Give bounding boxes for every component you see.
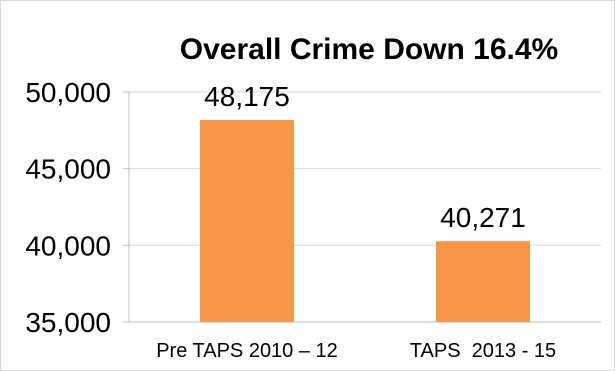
labels: 35,000 40,000 45,000 50,000 48,175 Pre TAPS 2… — [25, 77, 556, 362]
y-tick-label: 40,000 — [25, 230, 111, 261]
y-tick-label: 45,000 — [25, 154, 111, 185]
x-tick-label: Pre TAPS 2010 – 12 — [156, 340, 338, 362]
chart-title: Overall Crime Down 16.4% — [180, 33, 559, 66]
x-tick-label: TAPS 2013 - 15 — [410, 340, 556, 362]
y-tick-label: 50,000 — [25, 77, 111, 108]
data-label: 40,271 — [440, 202, 526, 233]
bar — [200, 119, 294, 322]
gridlines — [129, 91, 601, 246]
data-label: 48,175 — [204, 81, 290, 112]
y-tick-label: 35,000 — [25, 307, 111, 338]
bar — [436, 241, 530, 322]
bars — [200, 119, 530, 322]
